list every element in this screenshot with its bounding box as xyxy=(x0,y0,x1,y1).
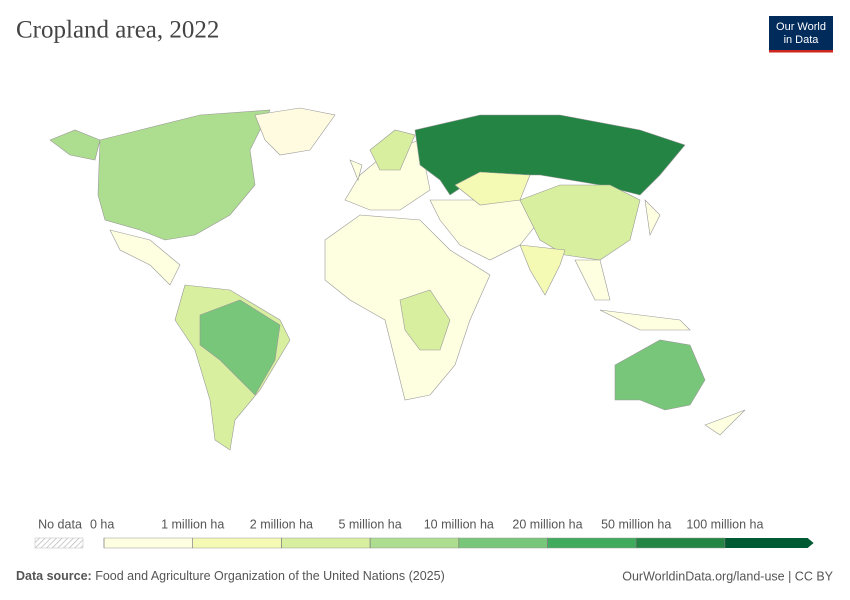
legend-bin xyxy=(103,537,193,549)
legend-tick-label: 1 million ha xyxy=(161,517,224,531)
legend-bin xyxy=(724,538,814,548)
no-data-label: No data xyxy=(38,517,82,531)
legend: No data 0 ha 1 million ha 2 million ha 5 mi… xyxy=(34,517,814,549)
source-label: Data source: Food and Agriculture Organi… xyxy=(16,569,445,583)
source-label: Data source: xyxy=(16,569,92,583)
legend-bin xyxy=(635,537,726,549)
legend-tick-label: 10 million ha xyxy=(424,517,494,531)
logo: Our World in Data xyxy=(769,16,833,53)
source: Food and Agriculture Organization of the… xyxy=(95,569,445,583)
legend-bin xyxy=(281,537,371,549)
legend-tick-label: 5 million ha xyxy=(338,517,401,531)
legend-tick-label: 50 million ha xyxy=(601,517,671,531)
legend-bin xyxy=(547,537,637,549)
no-data-swatch xyxy=(34,537,84,549)
legend-tick-label: 20 million ha xyxy=(512,517,582,531)
map xyxy=(49,107,746,451)
legend-tick-label: 100 million ha xyxy=(686,517,763,531)
legend-bin xyxy=(458,537,548,549)
legend-bin xyxy=(192,537,282,549)
source-url: OurWorldinData.org/land-use | CC BY xyxy=(622,569,833,583)
logo-line: in Data xyxy=(784,34,820,46)
legend-tick-label: 2 million ha xyxy=(250,517,313,531)
legend-tick-label: 0 ha xyxy=(90,517,114,531)
legend-bin xyxy=(369,537,460,549)
title: Cropland area, 2022 xyxy=(16,17,219,44)
logo-line: Our World xyxy=(776,21,826,33)
